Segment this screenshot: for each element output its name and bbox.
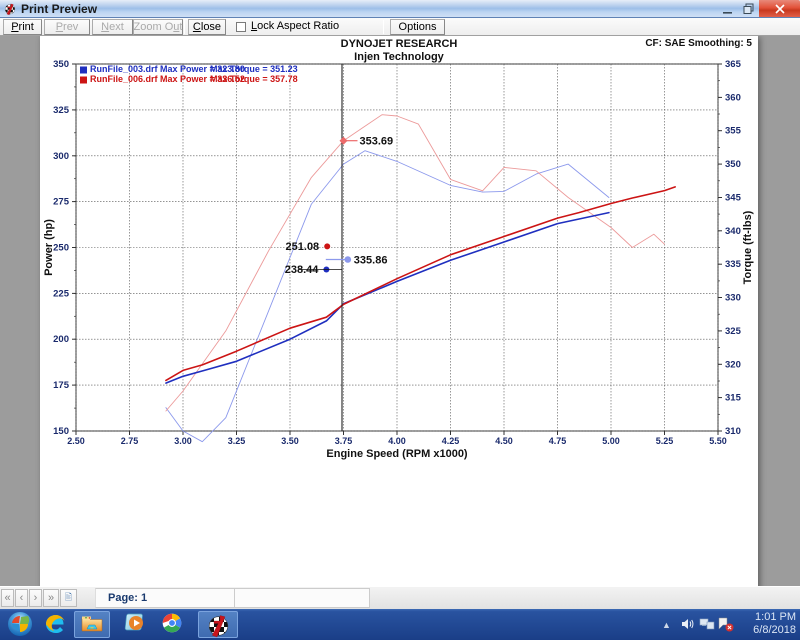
svg-text:238.44: 238.44 bbox=[285, 264, 320, 276]
svg-text:Power (hp): Power (hp) bbox=[43, 219, 55, 276]
svg-text:300: 300 bbox=[53, 151, 69, 162]
svg-text:5.00: 5.00 bbox=[602, 436, 620, 446]
svg-text:350: 350 bbox=[53, 59, 69, 70]
svg-text:350: 350 bbox=[725, 159, 741, 170]
svg-text:5.50: 5.50 bbox=[709, 436, 727, 446]
svg-text:4.25: 4.25 bbox=[442, 436, 460, 446]
svg-text:Torque (ft-lbs): Torque (ft-lbs) bbox=[742, 210, 754, 284]
svg-text:355: 355 bbox=[725, 126, 742, 137]
svg-text:335: 335 bbox=[725, 259, 742, 270]
svg-text:365: 365 bbox=[725, 59, 742, 70]
svg-text:320: 320 bbox=[725, 359, 741, 370]
svg-text:275: 275 bbox=[53, 197, 70, 208]
svg-text:251.08: 251.08 bbox=[286, 241, 320, 253]
svg-text:353.69: 353.69 bbox=[360, 136, 394, 148]
svg-text:3.25: 3.25 bbox=[228, 436, 246, 446]
svg-text:Max Torque = 357.78: Max Torque = 357.78 bbox=[210, 74, 298, 84]
svg-text:345: 345 bbox=[725, 193, 742, 204]
svg-text:5.25: 5.25 bbox=[656, 436, 674, 446]
svg-text:4.75: 4.75 bbox=[549, 436, 567, 446]
svg-text:310: 310 bbox=[725, 426, 741, 437]
svg-text:325: 325 bbox=[53, 105, 70, 116]
svg-text:250: 250 bbox=[53, 243, 69, 254]
svg-text:330: 330 bbox=[725, 293, 741, 304]
svg-text:Max Torque = 351.23: Max Torque = 351.23 bbox=[210, 64, 298, 74]
svg-text:225: 225 bbox=[53, 288, 70, 299]
svg-text:200: 200 bbox=[53, 334, 69, 345]
svg-text:4.00: 4.00 bbox=[388, 436, 406, 446]
svg-text:Engine Speed (RPM x1000): Engine Speed (RPM x1000) bbox=[326, 448, 468, 460]
svg-text:2.50: 2.50 bbox=[67, 436, 85, 446]
svg-text:360: 360 bbox=[725, 92, 741, 103]
svg-text:3.50: 3.50 bbox=[281, 436, 299, 446]
svg-text:315: 315 bbox=[725, 393, 742, 404]
svg-text:2.75: 2.75 bbox=[121, 436, 139, 446]
svg-text:325: 325 bbox=[725, 326, 742, 337]
svg-text:3.75: 3.75 bbox=[335, 436, 353, 446]
svg-text:3.00: 3.00 bbox=[174, 436, 192, 446]
svg-text:175: 175 bbox=[53, 380, 70, 391]
svg-text:335.86: 335.86 bbox=[354, 255, 388, 267]
svg-text:4.50: 4.50 bbox=[495, 436, 513, 446]
svg-text:340: 340 bbox=[725, 226, 741, 237]
